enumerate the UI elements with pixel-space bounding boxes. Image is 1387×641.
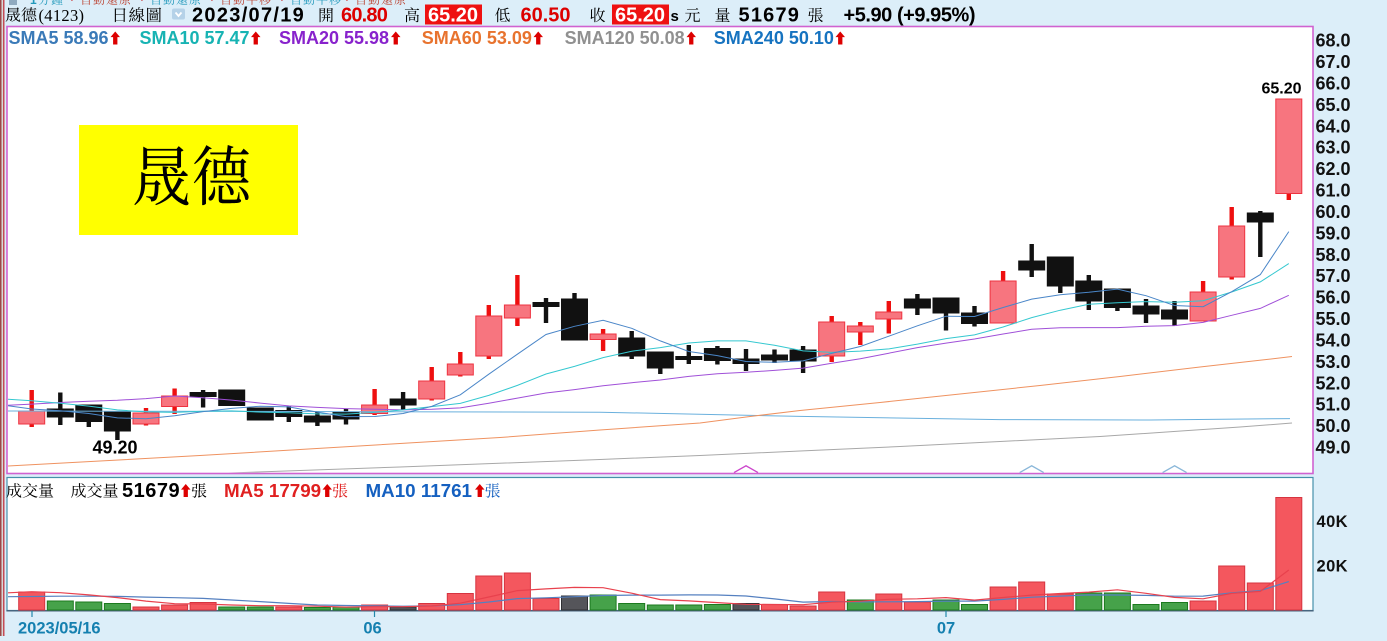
svg-text:1: 1 xyxy=(30,0,37,7)
svg-text:07: 07 xyxy=(937,620,955,637)
svg-text:s: s xyxy=(671,8,679,25)
svg-text:MA10 11761: MA10 11761 xyxy=(366,480,473,501)
svg-text:SMA240 50.10: SMA240 50.10 xyxy=(714,28,834,48)
svg-text:2023/07/19: 2023/07/19 xyxy=(192,5,305,27)
svg-text:56.0: 56.0 xyxy=(1316,288,1351,308)
svg-text:51.0: 51.0 xyxy=(1316,395,1351,415)
svg-text:60.0: 60.0 xyxy=(1316,202,1351,222)
svg-text:65.0: 65.0 xyxy=(1316,95,1351,115)
svg-text:‧: ‧ xyxy=(280,0,284,7)
svg-text:51679: 51679 xyxy=(122,480,180,502)
svg-text:68.0: 68.0 xyxy=(1316,31,1351,51)
svg-text:63.0: 63.0 xyxy=(1316,138,1351,158)
svg-text:67.0: 67.0 xyxy=(1316,52,1351,72)
svg-text:49.20: 49.20 xyxy=(92,438,137,458)
svg-text:65.20: 65.20 xyxy=(1261,81,1301,98)
svg-text:52.0: 52.0 xyxy=(1316,373,1351,393)
svg-text:SMA5 58.96: SMA5 58.96 xyxy=(9,28,109,48)
svg-text:66.0: 66.0 xyxy=(1316,73,1351,93)
svg-text:58.0: 58.0 xyxy=(1316,245,1351,265)
svg-text:SMA20 55.98: SMA20 55.98 xyxy=(279,28,389,48)
svg-text:06: 06 xyxy=(363,620,381,637)
svg-text:49.0: 49.0 xyxy=(1316,438,1351,458)
svg-text:SMA10 57.47: SMA10 57.47 xyxy=(140,28,250,48)
svg-text:59.0: 59.0 xyxy=(1316,223,1351,243)
svg-text:(4123): (4123) xyxy=(39,6,85,25)
svg-text:SMA120 50.08: SMA120 50.08 xyxy=(565,28,685,48)
svg-text:60.50: 60.50 xyxy=(521,5,571,27)
svg-text:54.0: 54.0 xyxy=(1316,330,1351,350)
svg-text:65.20: 65.20 xyxy=(428,5,478,27)
svg-text:61.0: 61.0 xyxy=(1316,181,1351,201)
svg-text:2023/05/16: 2023/05/16 xyxy=(18,620,101,637)
svg-text:‧: ‧ xyxy=(70,0,74,7)
svg-text:MA5 17799: MA5 17799 xyxy=(224,480,321,501)
svg-text:‧: ‧ xyxy=(210,0,214,7)
svg-text:51679: 51679 xyxy=(739,5,801,27)
svg-text:40K: 40K xyxy=(1317,513,1348,531)
svg-text:‧: ‧ xyxy=(140,0,144,7)
svg-text:SMA60 53.09: SMA60 53.09 xyxy=(422,28,532,48)
svg-text:64.0: 64.0 xyxy=(1316,116,1351,136)
svg-text:20K: 20K xyxy=(1317,558,1348,576)
svg-text:65.20: 65.20 xyxy=(615,5,665,27)
svg-text:60.80: 60.80 xyxy=(341,5,388,27)
svg-text:62.0: 62.0 xyxy=(1316,159,1351,179)
svg-text:+5.90 (+9.95%): +5.90 (+9.95%) xyxy=(844,5,976,27)
svg-text:57.0: 57.0 xyxy=(1316,266,1351,286)
svg-text:55.0: 55.0 xyxy=(1316,309,1351,329)
svg-text:53.0: 53.0 xyxy=(1316,352,1351,372)
svg-text:50.0: 50.0 xyxy=(1316,416,1351,436)
svg-text:‧: ‧ xyxy=(345,0,349,7)
